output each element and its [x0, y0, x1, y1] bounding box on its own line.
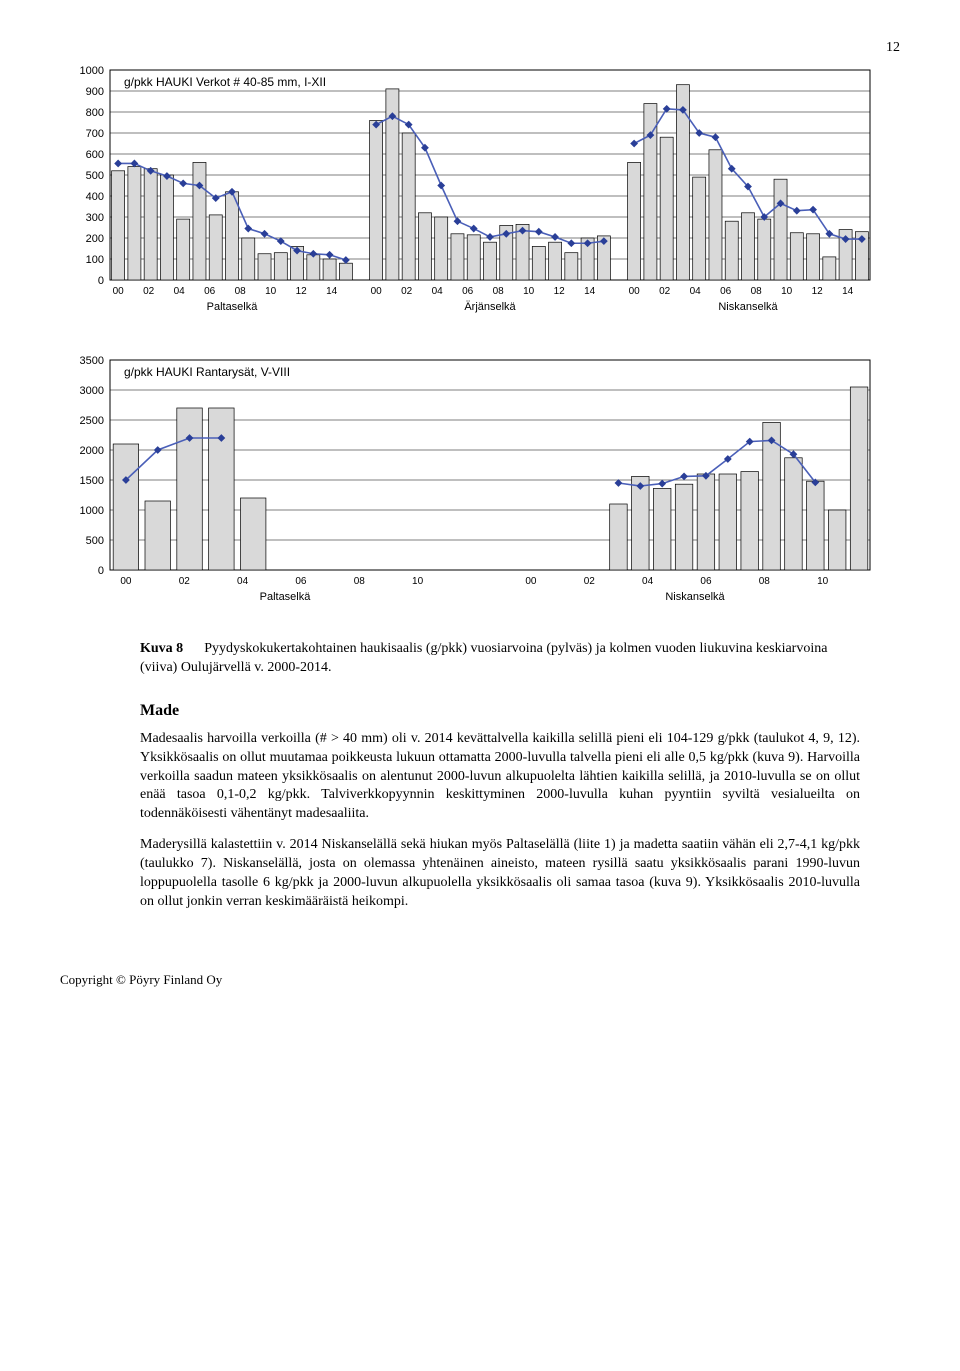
svg-text:06: 06: [462, 286, 474, 297]
svg-text:2000: 2000: [80, 445, 104, 457]
chart-2-svg: 0500100015002000250030003500000204060810…: [60, 350, 880, 610]
svg-text:800: 800: [86, 107, 104, 119]
svg-text:00: 00: [113, 286, 125, 297]
svg-text:00: 00: [629, 286, 641, 297]
svg-text:0: 0: [98, 275, 104, 287]
svg-text:2500: 2500: [80, 415, 104, 427]
svg-text:600: 600: [86, 149, 104, 161]
figure-caption: Kuva 8 Pyydyskokukertakohtainen haukisaa…: [140, 640, 860, 678]
svg-text:04: 04: [432, 286, 444, 297]
svg-text:02: 02: [659, 286, 671, 297]
svg-text:14: 14: [584, 286, 596, 297]
svg-text:10: 10: [781, 286, 793, 297]
svg-text:08: 08: [493, 286, 505, 297]
svg-text:500: 500: [86, 535, 104, 547]
svg-text:400: 400: [86, 191, 104, 203]
svg-text:3500: 3500: [80, 355, 104, 367]
svg-text:1500: 1500: [80, 475, 104, 487]
svg-text:08: 08: [759, 576, 771, 587]
paragraph-2: Maderysillä kalastettiin v. 2014 Niskans…: [140, 836, 860, 912]
subhead-made: Made: [140, 702, 900, 720]
svg-text:Paltaselkä: Paltaselkä: [260, 591, 312, 603]
svg-text:700: 700: [86, 128, 104, 140]
svg-text:Niskanselkä: Niskanselkä: [665, 591, 725, 603]
svg-text:06: 06: [204, 286, 216, 297]
svg-text:02: 02: [584, 576, 596, 587]
svg-text:14: 14: [842, 286, 854, 297]
svg-text:06: 06: [700, 576, 712, 587]
chart-1: 0100200300400500600700800900100000020406…: [60, 60, 900, 320]
svg-text:04: 04: [690, 286, 702, 297]
footer-copyright: Copyright © Pöyry Finland Oy: [60, 972, 900, 988]
svg-text:00: 00: [371, 286, 383, 297]
svg-text:900: 900: [86, 86, 104, 98]
svg-text:00: 00: [525, 576, 537, 587]
svg-text:100: 100: [86, 254, 104, 266]
svg-text:08: 08: [354, 576, 366, 587]
svg-text:0: 0: [98, 565, 104, 577]
svg-text:00: 00: [120, 576, 132, 587]
svg-text:12: 12: [812, 286, 824, 297]
svg-text:g/pkk HAUKI Verkot # 40-: g/pkk HAUKI Verkot # 40-85 mm, I-XII: [124, 75, 326, 89]
svg-text:04: 04: [642, 576, 654, 587]
svg-text:10: 10: [412, 576, 424, 587]
svg-text:300: 300: [86, 212, 104, 224]
svg-text:14: 14: [326, 286, 338, 297]
svg-text:02: 02: [179, 576, 191, 587]
svg-text:10: 10: [265, 286, 277, 297]
chart-2: 0500100015002000250030003500000204060810…: [60, 350, 900, 610]
svg-text:200: 200: [86, 233, 104, 245]
svg-text:g/pkk HAUKI Rantarysät,: g/pkk HAUKI Rantarysät, V-VIII: [124, 365, 290, 379]
chart-1-svg: 0100200300400500600700800900100000020406…: [60, 60, 880, 320]
svg-text:500: 500: [86, 170, 104, 182]
svg-text:10: 10: [817, 576, 829, 587]
svg-text:08: 08: [235, 286, 247, 297]
caption-text: Pyydyskokukertakohtainen haukisaalis (g/…: [140, 641, 827, 675]
svg-text:04: 04: [237, 576, 249, 587]
svg-text:12: 12: [296, 286, 308, 297]
svg-text:Niskanselkä: Niskanselkä: [718, 301, 778, 313]
svg-text:06: 06: [295, 576, 307, 587]
svg-text:02: 02: [143, 286, 155, 297]
paragraph-1: Madesaalis harvoilla verkoilla (# > 40 m…: [140, 730, 860, 824]
svg-text:1000: 1000: [80, 65, 104, 77]
svg-text:08: 08: [751, 286, 763, 297]
svg-text:1000: 1000: [80, 505, 104, 517]
caption-label: Kuva 8: [140, 641, 183, 656]
svg-text:3000: 3000: [80, 385, 104, 397]
svg-text:04: 04: [174, 286, 186, 297]
svg-text:06: 06: [720, 286, 732, 297]
page-number: 12: [60, 40, 900, 56]
svg-text:Paltaselkä: Paltaselkä: [207, 301, 259, 313]
svg-text:10: 10: [523, 286, 535, 297]
svg-text:02: 02: [401, 286, 413, 297]
svg-text:12: 12: [554, 286, 566, 297]
svg-text:Ärjänselkä: Ärjänselkä: [464, 301, 516, 313]
